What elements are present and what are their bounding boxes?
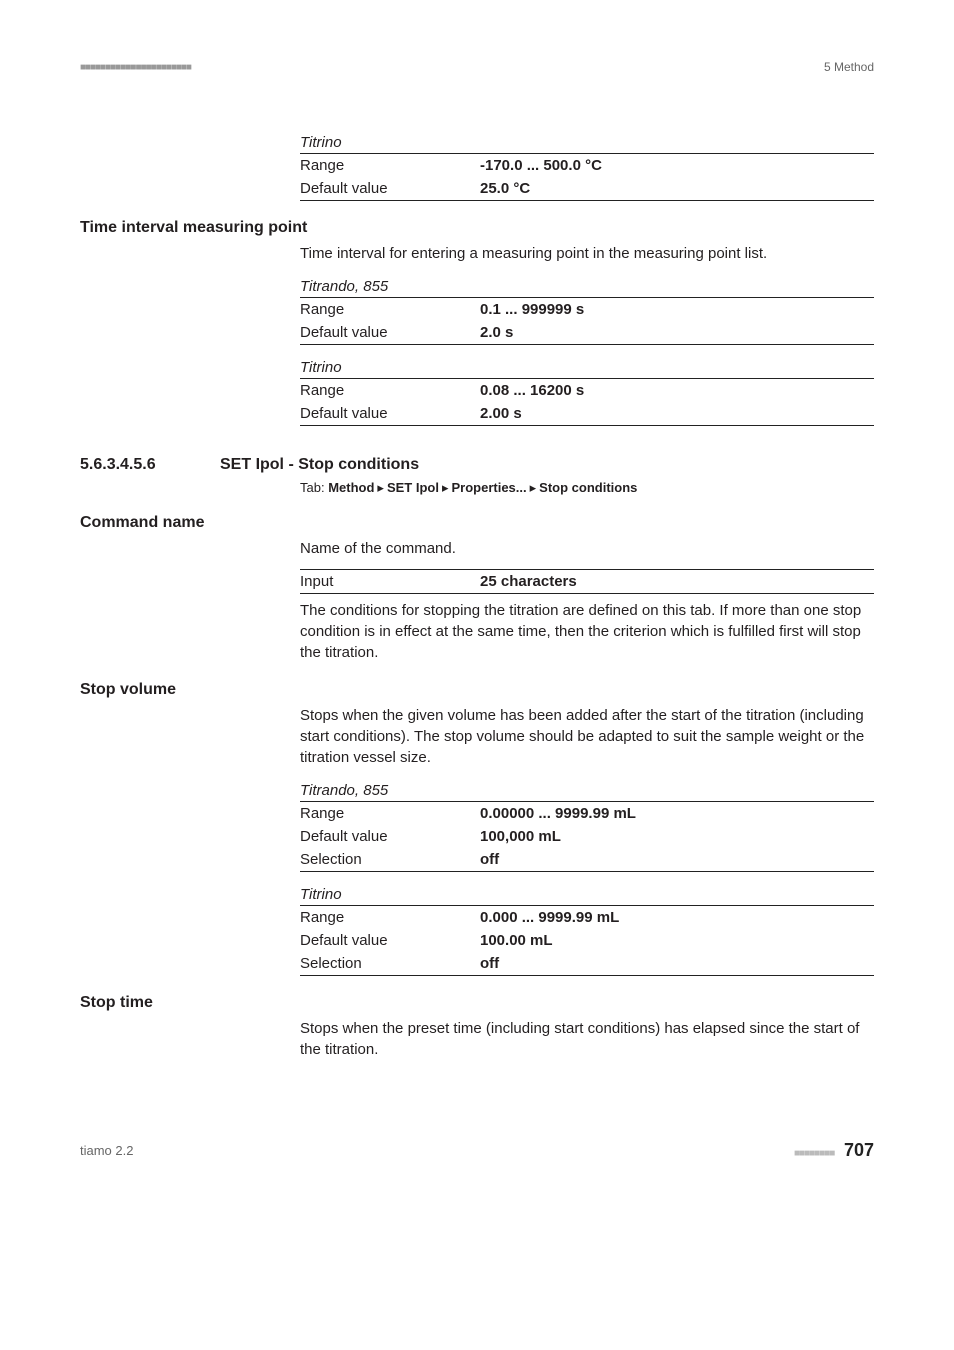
arrow-icon: ▸ (377, 480, 384, 495)
kv-val: -170.0 ... 500.0 °C (480, 157, 602, 174)
kv-key: Default value (300, 405, 480, 422)
tab-seg-3: Stop conditions (539, 480, 637, 495)
kv-val: off (480, 955, 499, 972)
footer-product: tiamo 2.2 (80, 1143, 133, 1158)
kv-val: off (480, 851, 499, 868)
stop-time-label: Stop time (80, 994, 874, 1012)
stop-volume-desc: Stops when the given volume has been add… (300, 705, 874, 768)
footer-dashes: ■■■■■■■■ (794, 1148, 834, 1159)
ti-titrino-heading: Titrino (300, 359, 874, 379)
ti-titrando-heading: Titrando, 855 (300, 278, 874, 298)
page-footer: tiamo 2.2 ■■■■■■■■ 707 (80, 1140, 874, 1161)
section-heading-row: 5.6.3.4.5.6 SET Ipol - Stop conditions (80, 456, 874, 474)
sv-titrando-default: Default value 100,000 mL (300, 825, 874, 848)
kv-val: 2.0 s (480, 324, 513, 341)
titrino1-row-range: Range -170.0 ... 500.0 °C (300, 154, 874, 177)
sv-titrino-heading: Titrino (300, 886, 874, 906)
kv-val: 100.00 mL (480, 932, 553, 949)
tab-seg-0: Method (328, 480, 374, 495)
kv-key: Range (300, 301, 480, 318)
kv-key: Input (300, 573, 480, 590)
kv-key: Range (300, 382, 480, 399)
tab-path: Tab: Method▸SET Ipol▸Properties...▸Stop … (300, 480, 874, 496)
time-interval-label: Time interval measuring point (80, 219, 874, 237)
time-interval-desc: Time interval for entering a measuring p… (300, 243, 874, 264)
ti-titrino-default: Default value 2.00 s (300, 402, 874, 426)
titrino1-heading: Titrino (300, 134, 874, 154)
kv-val: 25 characters (480, 573, 577, 590)
ti-titrando-range: Range 0.1 ... 999999 s (300, 298, 874, 321)
kv-key: Selection (300, 851, 480, 868)
command-name-input: Input 25 characters (300, 569, 874, 594)
sv-titrando-selection: Selection off (300, 848, 874, 872)
ti-titrino-range: Range 0.08 ... 16200 s (300, 379, 874, 402)
kv-key: Selection (300, 955, 480, 972)
kv-val: 0.08 ... 16200 s (480, 382, 584, 399)
sv-titrando-heading: Titrando, 855 (300, 782, 874, 802)
arrow-icon: ▸ (442, 480, 449, 495)
tab-seg-1: SET Ipol (387, 480, 439, 495)
sv-titrino-range: Range 0.000 ... 9999.99 mL (300, 906, 874, 929)
kv-key: Default value (300, 828, 480, 845)
kv-key: Range (300, 157, 480, 174)
arrow-icon: ▸ (530, 480, 537, 495)
kv-key: Range (300, 909, 480, 926)
sv-titrino-selection: Selection off (300, 952, 874, 976)
kv-key: Default value (300, 324, 480, 341)
kv-key: Default value (300, 932, 480, 949)
header-section: 5 Method (824, 60, 874, 74)
kv-key: Default value (300, 180, 480, 197)
stop-volume-label: Stop volume (80, 681, 874, 699)
command-name-label: Command name (80, 514, 874, 532)
footer-right: ■■■■■■■■ 707 (794, 1140, 874, 1161)
kv-val: 0.000 ... 9999.99 mL (480, 909, 619, 926)
section-number: 5.6.3.4.5.6 (80, 456, 220, 474)
kv-key: Range (300, 805, 480, 822)
kv-val: 0.1 ... 999999 s (480, 301, 584, 318)
section-title: SET Ipol - Stop conditions (220, 456, 419, 474)
kv-val: 25.0 °C (480, 180, 530, 197)
titrino1-row-default: Default value 25.0 °C (300, 177, 874, 201)
tab-label: Tab: (300, 480, 325, 495)
kv-val: 2.00 s (480, 405, 522, 422)
command-name-desc: Name of the command. (300, 538, 874, 559)
page-header: ■■■■■■■■■■■■■■■■■■■■■■ 5 Method (80, 60, 874, 74)
tab-seg-2: Properties... (451, 480, 526, 495)
kv-val: 100,000 mL (480, 828, 561, 845)
ti-titrando-default: Default value 2.0 s (300, 321, 874, 345)
footer-page: 707 (844, 1140, 874, 1160)
stop-time-desc: Stops when the preset time (including st… (300, 1018, 874, 1060)
sv-titrino-default: Default value 100.00 mL (300, 929, 874, 952)
sv-titrando-range: Range 0.00000 ... 9999.99 mL (300, 802, 874, 825)
kv-val: 0.00000 ... 9999.99 mL (480, 805, 636, 822)
command-name-desc2: The conditions for stopping the titratio… (300, 600, 874, 663)
header-dashes: ■■■■■■■■■■■■■■■■■■■■■■ (80, 62, 191, 73)
